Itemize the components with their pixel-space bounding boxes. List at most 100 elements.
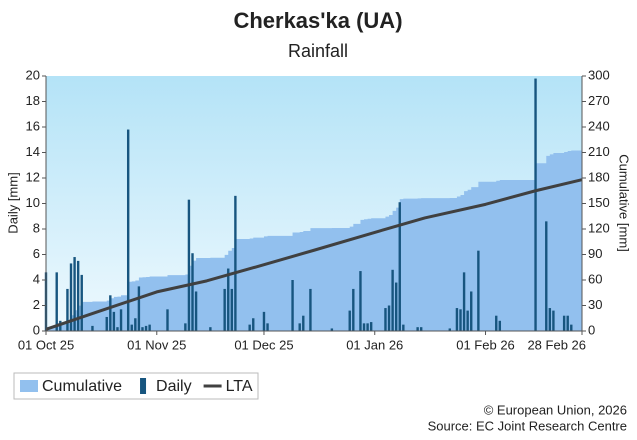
footer-copyright: © European Union, 2026 bbox=[484, 402, 627, 417]
y2-tick-label: 270 bbox=[588, 93, 610, 108]
daily-bar bbox=[330, 328, 334, 331]
daily-bar bbox=[55, 272, 58, 331]
daily-bar bbox=[466, 310, 469, 331]
daily-bar bbox=[298, 323, 301, 331]
daily-bar bbox=[495, 315, 498, 331]
daily-bar bbox=[470, 291, 473, 331]
y-tick-label: 0 bbox=[33, 322, 40, 337]
daily-bar bbox=[112, 311, 116, 331]
daily-bar bbox=[498, 320, 502, 331]
x-tick-label: 01 Dec 25 bbox=[234, 337, 293, 352]
daily-bar bbox=[130, 324, 133, 331]
daily-bar bbox=[248, 324, 251, 331]
daily-bar bbox=[391, 269, 394, 331]
daily-bar bbox=[462, 272, 466, 331]
plot bbox=[44, 78, 583, 331]
daily-bar bbox=[252, 318, 255, 331]
daily-bar bbox=[448, 328, 451, 331]
daily-bar bbox=[80, 274, 83, 331]
y2-tick-label: 240 bbox=[588, 118, 610, 133]
daily-bar bbox=[266, 323, 269, 331]
y2-tick-label: 210 bbox=[588, 144, 610, 159]
y-tick-label: 12 bbox=[26, 169, 40, 184]
daily-bar bbox=[420, 327, 423, 331]
y2-axis-label: Cumulative [mm] bbox=[617, 154, 632, 252]
daily-bar bbox=[230, 288, 234, 331]
daily-bar bbox=[191, 253, 194, 331]
daily-bar bbox=[141, 327, 144, 331]
daily-bar bbox=[76, 260, 80, 331]
daily-bar bbox=[455, 308, 459, 331]
daily-bar bbox=[66, 288, 69, 331]
legend-label: Daily bbox=[156, 378, 192, 395]
daily-bar bbox=[477, 250, 480, 331]
daily-bar bbox=[562, 315, 566, 331]
daily-bar bbox=[309, 288, 312, 331]
daily-bar bbox=[570, 324, 573, 331]
y-tick-label: 20 bbox=[26, 67, 40, 82]
daily-bar bbox=[166, 309, 169, 331]
daily-bar bbox=[73, 257, 76, 331]
legend: Cumulative Daily LTA bbox=[20, 378, 253, 395]
x-tick-label: 01 Oct 25 bbox=[18, 337, 74, 352]
legend-swatch bbox=[140, 378, 147, 394]
x-tick-label: 01 Nov 25 bbox=[127, 337, 186, 352]
daily-bar bbox=[262, 311, 266, 331]
daily-bar bbox=[187, 199, 191, 331]
daily-bar bbox=[69, 263, 73, 331]
daily-bar bbox=[302, 315, 305, 331]
y-tick-label: 8 bbox=[33, 220, 40, 235]
legend-label: Cumulative bbox=[42, 378, 122, 395]
daily-bar bbox=[184, 323, 187, 331]
footer-source: Source: EC Joint Research Centre bbox=[428, 418, 627, 433]
daily-bar bbox=[91, 325, 94, 331]
daily-bar bbox=[359, 271, 362, 331]
daily-bar bbox=[459, 309, 462, 331]
y-tick-label: 4 bbox=[33, 271, 40, 286]
y2-tick-label: 120 bbox=[588, 220, 610, 235]
daily-bar bbox=[116, 327, 119, 331]
daily-bar bbox=[352, 288, 355, 331]
daily-bar bbox=[234, 195, 237, 331]
daily-bar bbox=[144, 325, 148, 331]
daily-bar bbox=[209, 327, 212, 331]
daily-bar bbox=[384, 308, 387, 331]
daily-bar bbox=[548, 308, 552, 331]
daily-bar bbox=[398, 202, 401, 331]
y2-tick-label: 30 bbox=[588, 297, 602, 312]
daily-bar bbox=[552, 310, 555, 331]
y-tick-label: 16 bbox=[26, 118, 40, 133]
legend-label: LTA bbox=[226, 378, 253, 395]
daily-bar bbox=[394, 282, 398, 331]
y-tick-label: 10 bbox=[26, 195, 40, 210]
daily-bar bbox=[109, 295, 112, 331]
daily-bar bbox=[387, 305, 391, 331]
y-tick-label: 6 bbox=[33, 246, 40, 261]
daily-bar bbox=[362, 323, 366, 331]
daily-bar bbox=[137, 286, 141, 331]
daily-bar bbox=[223, 288, 226, 331]
daily-bar bbox=[119, 309, 123, 331]
daily-bar bbox=[126, 129, 130, 331]
y2-tick-label: 0 bbox=[588, 322, 595, 337]
chart-subtitle: Rainfall bbox=[288, 41, 348, 61]
y-tick-label: 18 bbox=[26, 93, 40, 108]
daily-bar bbox=[402, 324, 405, 331]
daily-bar bbox=[194, 291, 198, 331]
daily-bar bbox=[545, 221, 548, 331]
x-tick-label: 01 Jan 26 bbox=[346, 337, 403, 352]
daily-bar bbox=[291, 280, 294, 331]
chart-title: Cherkas'ka (UA) bbox=[233, 8, 402, 33]
y-axis-label: Daily [mm] bbox=[5, 172, 20, 233]
daily-bar bbox=[348, 310, 351, 331]
legend-swatch bbox=[20, 380, 38, 392]
y-tick-label: 14 bbox=[26, 144, 40, 159]
y2-tick-label: 150 bbox=[588, 195, 610, 210]
daily-bar bbox=[566, 315, 569, 331]
daily-bar bbox=[416, 327, 419, 331]
y2-tick-label: 180 bbox=[588, 169, 610, 184]
x-tick-label: 28 Feb 26 bbox=[527, 337, 586, 352]
y-tick-label: 2 bbox=[33, 297, 40, 312]
daily-bar bbox=[369, 322, 373, 331]
